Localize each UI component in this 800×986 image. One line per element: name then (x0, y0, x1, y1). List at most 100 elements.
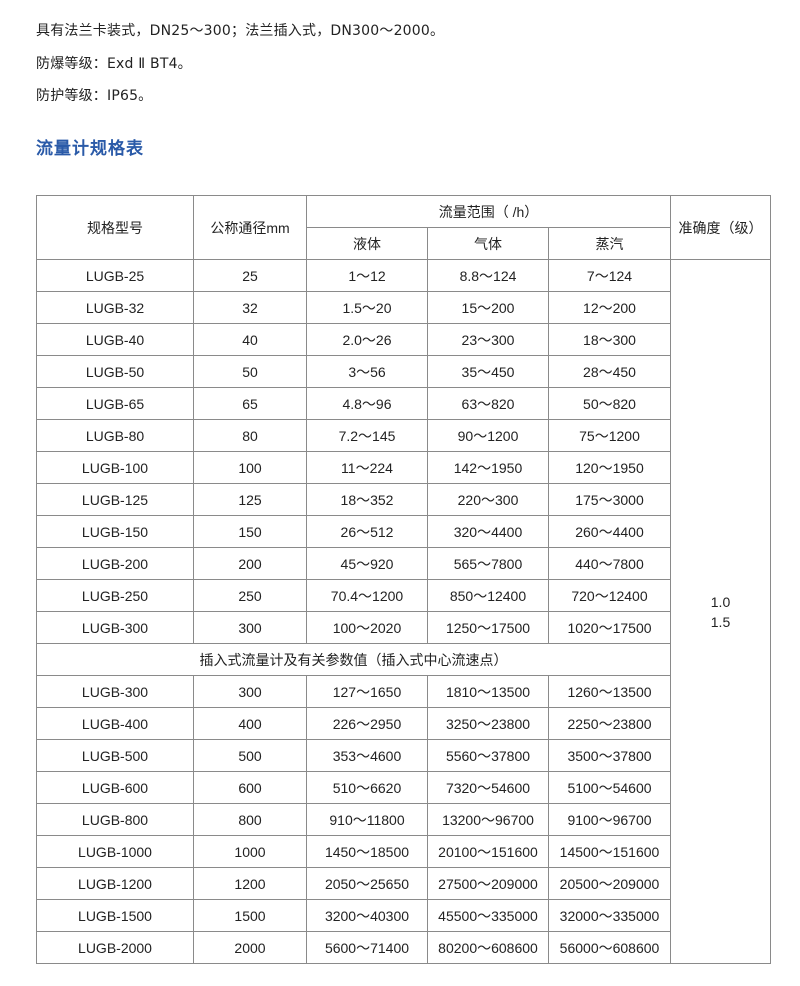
cell-steam: 7～124 (548, 259, 671, 292)
cell-gas: 63～820 (427, 387, 549, 420)
cell-gas: 1810～13500 (427, 675, 549, 708)
cell-diameter: 300 (193, 611, 307, 644)
cell-gas: 7320～54600 (427, 771, 549, 804)
cell-liquid: 127～1650 (306, 675, 428, 708)
cell-liquid: 1～12 (306, 259, 428, 292)
cell-steam: 32000～335000 (548, 899, 671, 932)
cell-diameter: 32 (193, 291, 307, 324)
cell-model: LUGB-32 (36, 291, 194, 324)
cell-gas: 320～4400 (427, 515, 549, 548)
header-liquid: 液体 (306, 227, 428, 260)
table-row: LUGB-600 600 510～6620 7320～54600 5100～54600 (36, 771, 771, 804)
cell-steam: 14500～151600 (548, 835, 671, 868)
cell-steam: 56000～608600 (548, 931, 671, 964)
cell-diameter: 125 (193, 483, 307, 516)
cell-steam: 440～7800 (548, 547, 671, 580)
header-gas: 气体 (427, 227, 549, 260)
spec-table: 规格型号 公称通径mm 流量范围（ /h） 准确度（级） 液体 气体 蒸汽 LU… (36, 195, 771, 964)
cell-diameter: 2000 (193, 931, 307, 964)
cell-model: LUGB-125 (36, 483, 194, 516)
cell-diameter: 200 (193, 547, 307, 580)
cell-liquid: 5600～71400 (306, 931, 428, 964)
cell-diameter: 1000 (193, 835, 307, 868)
intro-line-mounting: 具有法兰卡装式，DN25～300；法兰插入式，DN300～2000。 (36, 23, 445, 39)
cell-liquid: 3200～40300 (306, 899, 428, 932)
accuracy-value: 1.0 (710, 593, 731, 610)
cell-liquid: 226～2950 (306, 707, 428, 740)
cell-model: LUGB-80 (36, 419, 194, 452)
table-row: LUGB-150 150 26～512 320～4400 260～4400 (36, 515, 771, 548)
cell-diameter: 250 (193, 579, 307, 612)
cell-liquid: 2050～25650 (306, 867, 428, 900)
cell-diameter: 50 (193, 355, 307, 388)
table-row: LUGB-40 40 2.0～26 23～300 18～300 (36, 323, 771, 356)
cell-gas: 20100～151600 (427, 835, 549, 868)
cell-liquid: 45～920 (306, 547, 428, 580)
cell-steam: 9100～96700 (548, 803, 671, 836)
cell-diameter: 100 (193, 451, 307, 484)
cell-gas: 13200～96700 (427, 803, 549, 836)
cell-accuracy: 1.0 1.5 (670, 259, 771, 964)
cell-gas: 8.8～124 (427, 259, 549, 292)
accuracy-value: 1.5 (710, 613, 731, 630)
cell-diameter: 150 (193, 515, 307, 548)
cell-liquid: 100～2020 (306, 611, 428, 644)
header-accuracy: 准确度（级） (670, 195, 771, 260)
cell-model: LUGB-800 (36, 803, 194, 836)
cell-model: LUGB-500 (36, 739, 194, 772)
section-title: 流量计规格表 (36, 139, 144, 159)
cell-liquid: 7.2～145 (306, 419, 428, 452)
cell-gas: 23～300 (427, 323, 549, 356)
cell-steam: 50～820 (548, 387, 671, 420)
cell-steam: 720～12400 (548, 579, 671, 612)
cell-gas: 27500～209000 (427, 867, 549, 900)
cell-gas: 850～12400 (427, 579, 549, 612)
cell-gas: 15～200 (427, 291, 549, 324)
cell-gas: 565～7800 (427, 547, 549, 580)
header-flow-range: 流量范围（ /h） (306, 195, 671, 228)
cell-steam: 175～3000 (548, 483, 671, 516)
header-model: 规格型号 (36, 195, 194, 260)
cell-gas: 35～450 (427, 355, 549, 388)
cell-steam: 260～4400 (548, 515, 671, 548)
cell-steam: 18～300 (548, 323, 671, 356)
cell-gas: 3250～23800 (427, 707, 549, 740)
cell-liquid: 510～6620 (306, 771, 428, 804)
cell-model: LUGB-1500 (36, 899, 194, 932)
cell-diameter: 80 (193, 419, 307, 452)
cell-steam: 20500～209000 (548, 867, 671, 900)
cell-model: LUGB-2000 (36, 931, 194, 964)
cell-model: LUGB-300 (36, 675, 194, 708)
table-row: LUGB-1200 1200 2050～25650 27500～209000 20500… (36, 867, 771, 900)
cell-model: LUGB-1200 (36, 867, 194, 900)
cell-model: LUGB-25 (36, 259, 194, 292)
cell-model: LUGB-50 (36, 355, 194, 388)
table-row: LUGB-400 400 226～2950 3250～23800 2250～23800 (36, 707, 771, 740)
cell-model: LUGB-100 (36, 451, 194, 484)
cell-diameter: 500 (193, 739, 307, 772)
table-row: LUGB-250 250 70.4～1200 850～12400 720～12400 (36, 579, 771, 612)
cell-liquid: 2.0～26 (306, 323, 428, 356)
cell-liquid: 1.5～20 (306, 291, 428, 324)
cell-diameter: 300 (193, 675, 307, 708)
cell-gas: 220～300 (427, 483, 549, 516)
cell-steam: 3500～37800 (548, 739, 671, 772)
table-row: LUGB-65 65 4.8～96 63～820 50～820 (36, 387, 771, 420)
cell-liquid: 11～224 (306, 451, 428, 484)
cell-diameter: 40 (193, 323, 307, 356)
cell-diameter: 1200 (193, 867, 307, 900)
table-row: LUGB-50 50 3～56 35～450 28～450 (36, 355, 771, 388)
cell-diameter: 600 (193, 771, 307, 804)
cell-steam: 5100～54600 (548, 771, 671, 804)
cell-gas: 80200～608600 (427, 931, 549, 964)
cell-model: LUGB-1000 (36, 835, 194, 868)
cell-diameter: 25 (193, 259, 307, 292)
cell-liquid: 70.4～1200 (306, 579, 428, 612)
cell-model: LUGB-600 (36, 771, 194, 804)
table-row: LUGB-500 500 353～4600 5560～37800 3500～37800 (36, 739, 771, 772)
table-row: LUGB-32 32 1.5～20 15～200 12～200 (36, 291, 771, 324)
cell-liquid: 26～512 (306, 515, 428, 548)
cell-gas: 142～1950 (427, 451, 549, 484)
cell-gas: 1250～17500 (427, 611, 549, 644)
cell-model: LUGB-200 (36, 547, 194, 580)
